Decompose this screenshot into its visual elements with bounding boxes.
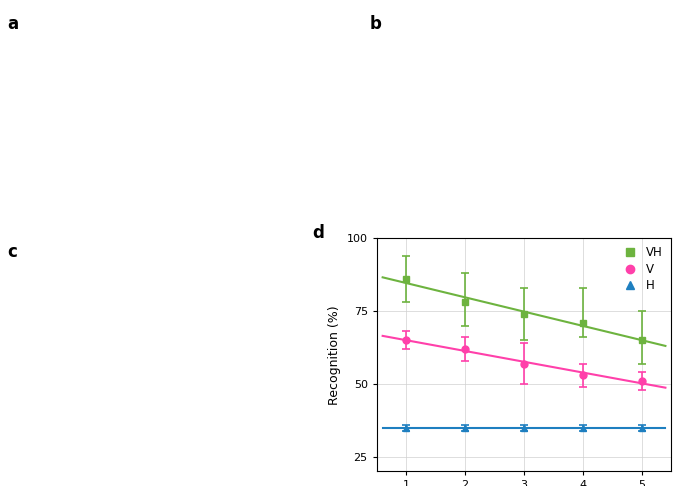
- Text: d: d: [312, 224, 324, 242]
- Text: b: b: [370, 15, 382, 33]
- Legend: VH, V, H: VH, V, H: [616, 244, 665, 295]
- Text: a: a: [7, 15, 18, 33]
- Y-axis label: Recognition (%): Recognition (%): [328, 305, 341, 404]
- Text: c: c: [7, 243, 16, 261]
